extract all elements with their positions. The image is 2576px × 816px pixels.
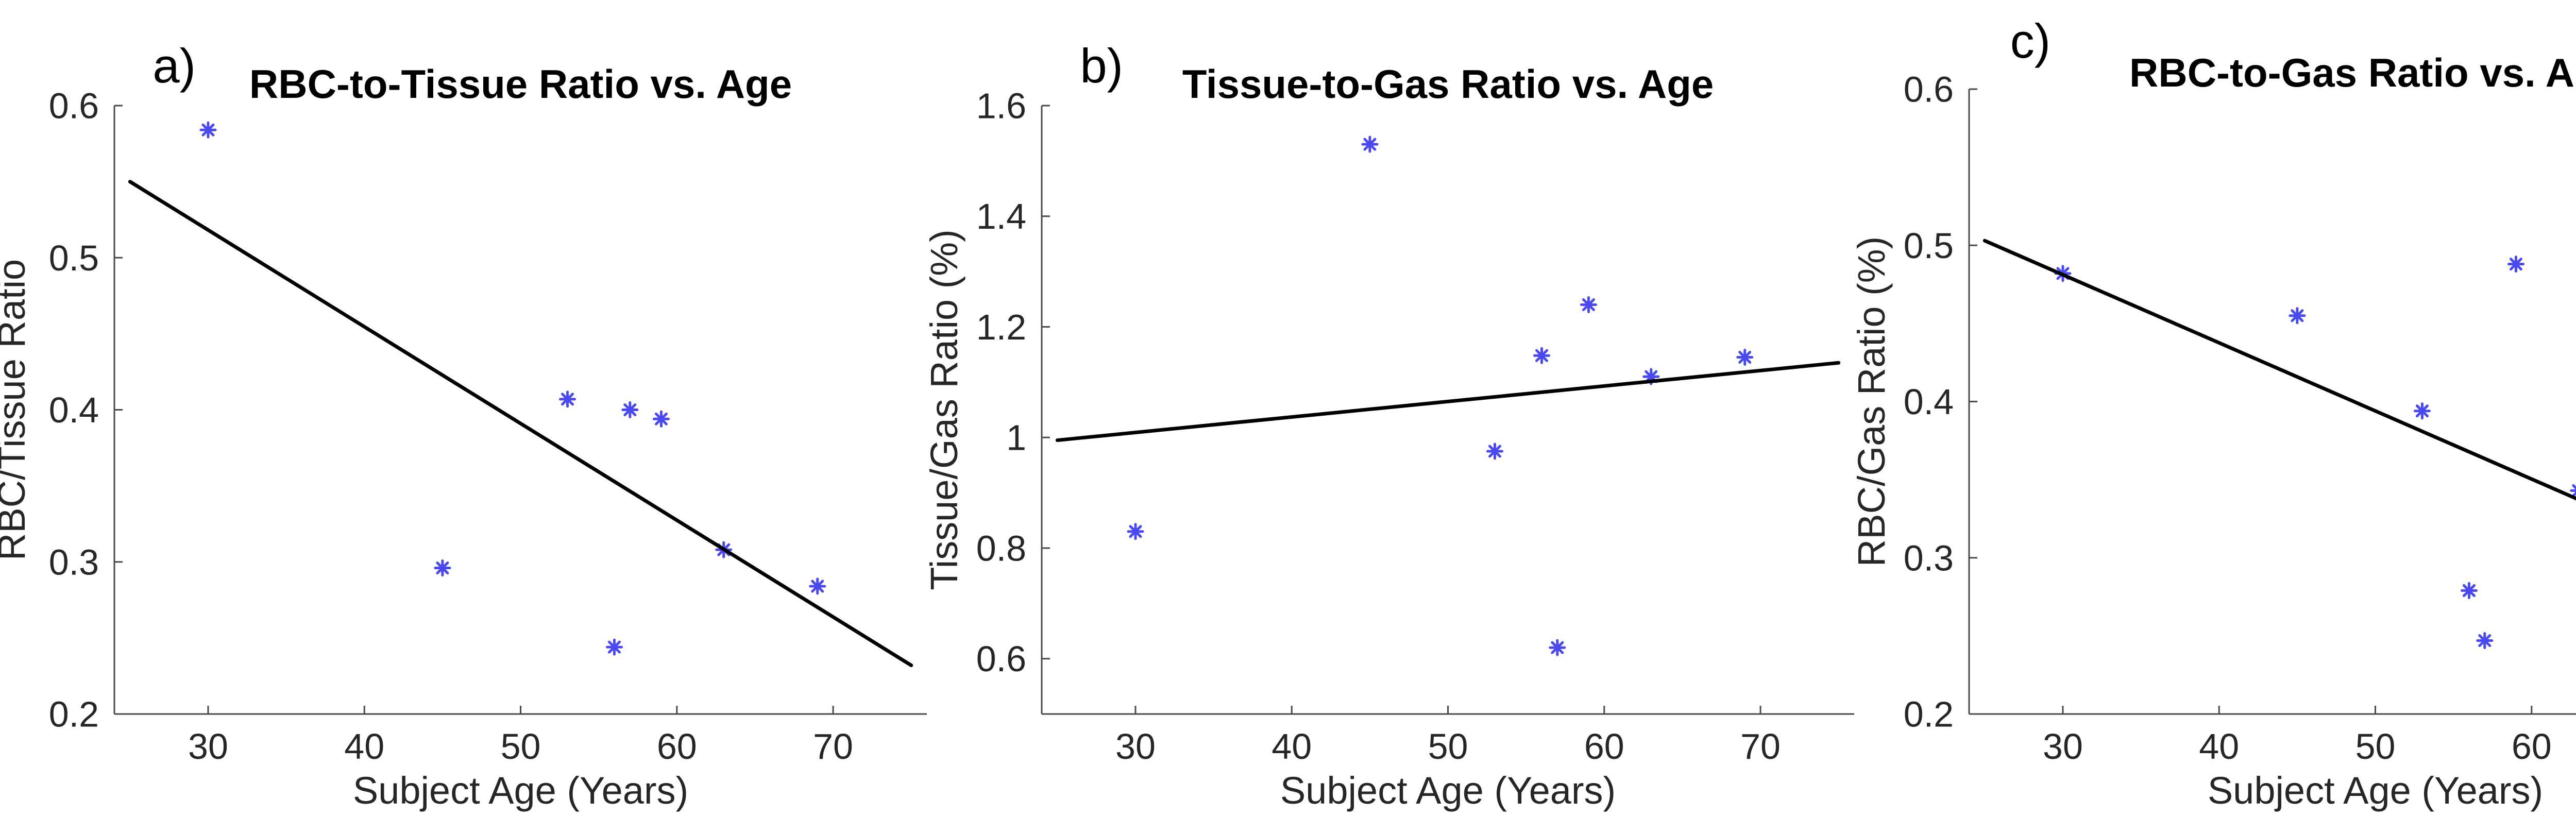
x-tick-label: 60 <box>1584 726 1624 767</box>
fit-line <box>128 180 913 668</box>
x-tick-label: 40 <box>1272 726 1312 767</box>
data-markers <box>2054 256 2576 649</box>
data-marker <box>2476 632 2494 649</box>
x-tick-label: 40 <box>344 726 384 767</box>
data-marker <box>1580 296 1597 314</box>
fit-line <box>1982 239 2576 501</box>
data-marker <box>621 401 639 418</box>
data-marker <box>1486 443 1503 460</box>
x-tick-label: 50 <box>2355 726 2396 767</box>
scatter-plot-tissue-gas: b) Tissue-to-Gas Ratio vs. Age 30 40 50 60 70 0… <box>927 39 1854 812</box>
y-tick-label: 0.3 <box>49 542 99 582</box>
x-tick-label: 30 <box>1115 726 1156 767</box>
y-tick-label: 1.6 <box>976 86 1026 126</box>
panel-title: RBC-to-Gas Ratio vs. Age <box>2129 50 2576 95</box>
y-tick-label: 1 <box>1006 418 1026 458</box>
panel-title: Tissue-to-Gas Ratio vs. Age <box>1182 61 1714 107</box>
x-tick-label: 50 <box>1428 726 1468 767</box>
data-marker <box>605 638 623 656</box>
panel-title: RBC-to-Tissue Ratio vs. Age <box>249 61 792 107</box>
data-marker <box>1549 639 1566 656</box>
data-markers <box>199 121 826 656</box>
y-tick-label: 0.5 <box>1904 226 1954 266</box>
y-axis-label: Tissue/Gas Ratio (%) <box>927 229 965 590</box>
scatter-plot-rbc-gas: c)RBC-to-Gas Ratio vs. Age30405060700.20… <box>1855 14 2576 812</box>
data-marker <box>2413 402 2431 420</box>
y-tick-label: 0.3 <box>1904 538 1954 578</box>
y-tick-label: 0.2 <box>1904 694 1954 735</box>
y-tick-label: 0.6 <box>1904 70 1954 110</box>
panel-c: c)RBC-to-Gas Ratio vs. Age30405060700.20… <box>1855 0 2576 816</box>
data-marker <box>1736 349 1754 366</box>
x-axis-label: Subject Age (Years) <box>353 769 688 812</box>
y-tick-label: 0.2 <box>49 694 99 735</box>
data-marker <box>2460 582 2478 599</box>
y-tick-label: 1.4 <box>976 196 1026 236</box>
y-tick-label: 0.6 <box>976 639 1026 679</box>
panel-letter: c) <box>2010 14 2050 68</box>
x-tick-label: 40 <box>2199 726 2239 767</box>
data-marker <box>2507 256 2524 273</box>
x-axis-label: Subject Age (Years) <box>2208 769 2543 812</box>
x-tick-label: 30 <box>188 726 228 767</box>
data-marker <box>2570 484 2576 497</box>
x-tick-label: 70 <box>1740 726 1781 767</box>
panel-letter: b) <box>1080 39 1123 93</box>
data-marker <box>652 410 670 428</box>
data-marker <box>434 559 451 577</box>
y-axis-label: RBC/Gas Ratio (%) <box>1855 236 1893 567</box>
data-marker <box>809 577 826 595</box>
y-tick-label: 0.8 <box>976 528 1026 568</box>
panel-letter: a) <box>152 39 196 93</box>
y-tick-label: 1.2 <box>976 307 1026 347</box>
panel-a: a) RBC-to-Tissue Ratio vs. Age 30 40 50 60 70 0… <box>0 0 927 816</box>
y-tick-label: 0.6 <box>49 86 99 126</box>
scatter-plot-rbc-tissue: a) RBC-to-Tissue Ratio vs. Age 30 40 50 60 70 0… <box>0 39 927 812</box>
y-tick-label: 0.5 <box>49 238 99 278</box>
data-marker <box>1533 347 1550 364</box>
data-marker <box>1361 135 1379 153</box>
x-tick-label: 70 <box>813 726 853 767</box>
y-axis-label: RBC/Tissue Ratio <box>0 259 33 560</box>
y-tick-label: 0.4 <box>49 390 99 430</box>
x-axis-label: Subject Age (Years) <box>1280 769 1616 812</box>
panel-b: b) Tissue-to-Gas Ratio vs. Age 30 40 50 60 70 0… <box>927 0 1855 816</box>
x-tick-label: 50 <box>501 726 541 767</box>
data-markers <box>1127 135 1754 656</box>
fit-line <box>1055 361 1841 443</box>
data-marker <box>558 390 576 408</box>
data-marker <box>199 121 217 139</box>
x-tick-label: 30 <box>2043 726 2083 767</box>
x-tick-label: 60 <box>2512 726 2552 767</box>
y-tick-label: 0.4 <box>1904 382 1954 422</box>
data-marker <box>1127 523 1144 540</box>
data-marker <box>2289 307 2306 325</box>
x-tick-label: 60 <box>657 726 697 767</box>
